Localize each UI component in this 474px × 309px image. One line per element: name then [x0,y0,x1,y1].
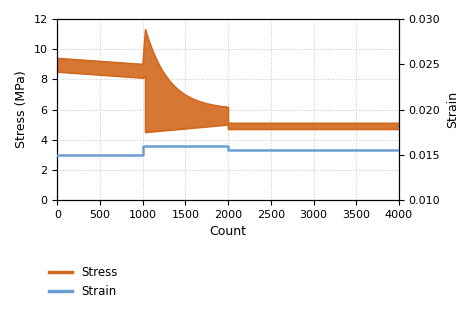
Legend: Stress, Strain: Stress, Strain [44,262,123,303]
Y-axis label: Stress (MPa): Stress (MPa) [15,71,28,148]
X-axis label: Count: Count [210,225,246,238]
Y-axis label: Strain: Strain [446,91,459,128]
